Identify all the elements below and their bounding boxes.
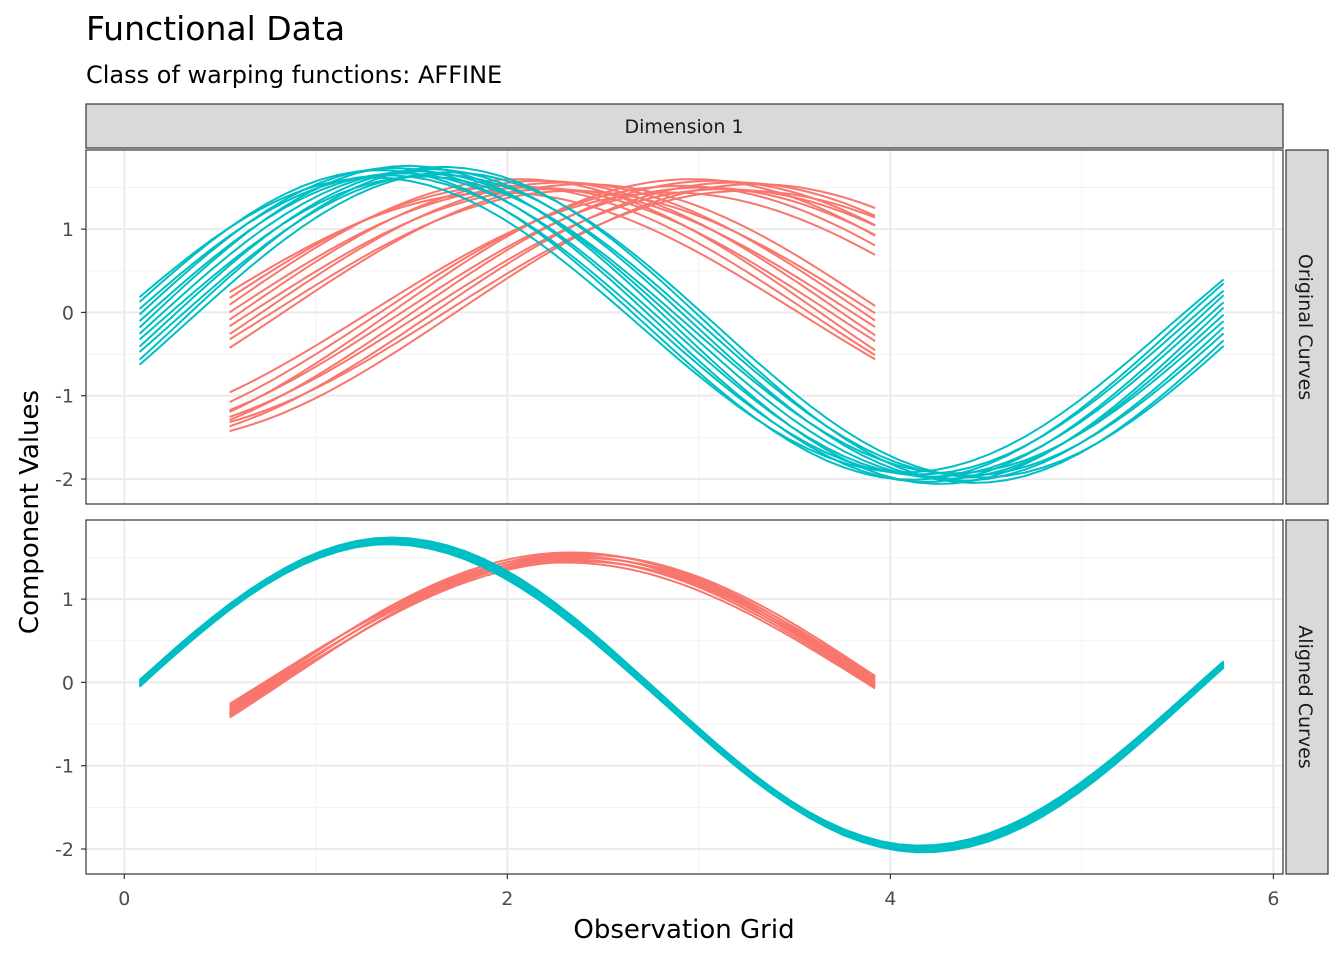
series-line-red: [229, 188, 876, 418]
facet-row-label-original: Original Curves: [1294, 254, 1316, 400]
series-line-teal: [138, 165, 1225, 484]
y-tick-label: -2: [55, 839, 74, 861]
x-tick-label: 2: [501, 888, 513, 910]
series-line-red: [229, 551, 876, 711]
chart-subtitle: Class of warping functions: AFFINE: [86, 61, 502, 89]
y-tick-label: -2: [55, 469, 74, 491]
x-axis: 0 2 4 6: [118, 874, 1279, 910]
facet-column-label: Dimension 1: [624, 116, 743, 138]
y-tick-label: -1: [55, 386, 74, 408]
series-line-teal: [138, 175, 1225, 475]
y-tick-label: -1: [55, 756, 74, 778]
series-line-teal: [138, 167, 1225, 482]
series-line-red: [229, 178, 876, 352]
series-line-teal: [138, 166, 1225, 483]
series-line-teal: [138, 171, 1225, 479]
series-line-red: [229, 191, 876, 394]
series-line-teal: [138, 537, 1225, 853]
y-axis-title: Component Values: [15, 390, 45, 634]
facet-row-strip-original: [1285, 149, 1329, 505]
facet-column-strip: [85, 103, 1284, 149]
panel-original-curves: -2 -1 0 1: [55, 149, 1284, 505]
panel-border: [85, 149, 1284, 505]
series-line-teal: [138, 164, 1225, 485]
series-line-red: [229, 179, 876, 421]
x-tick-label: 6: [1267, 888, 1279, 910]
y-tick-label: 1: [62, 589, 74, 611]
series-line-red: [229, 552, 876, 715]
x-tick-label: 0: [118, 888, 130, 910]
series-line-red: [229, 184, 876, 356]
x-axis-title: Observation Grid: [573, 915, 794, 945]
series-line-red: [229, 183, 876, 349]
series-line-red: [229, 181, 876, 428]
series-line-teal: [138, 176, 1225, 474]
series-line-red: [229, 181, 876, 335]
series-line-red: [229, 178, 876, 413]
y-tick-label: 1: [62, 219, 74, 241]
series-line-red: [229, 553, 876, 719]
facet-row-strip-aligned: [1285, 519, 1329, 875]
series-line-teal: [138, 169, 1225, 481]
y-tick-label: 0: [62, 302, 74, 324]
series-line-red: [229, 189, 876, 341]
facet-row-label-aligned: Aligned Curves: [1294, 625, 1316, 768]
panel-aligned-curves: -2 -1 0 1: [55, 519, 1284, 875]
chart-title: Functional Data: [86, 9, 345, 48]
panel-border: [85, 519, 1284, 875]
series-line-teal: [138, 536, 1225, 854]
x-tick-label: 4: [884, 888, 896, 910]
y-tick-label: 0: [62, 672, 74, 694]
series-line-teal: [138, 173, 1225, 477]
